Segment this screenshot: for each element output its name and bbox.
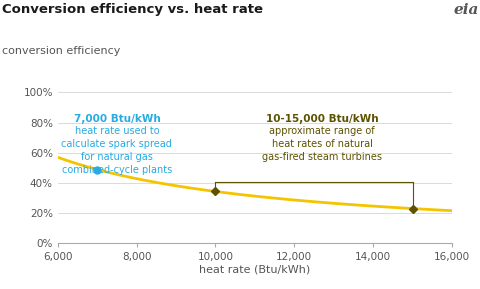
Text: heat rate used to
calculate spark spread
for natural gas
combined-cycle plants: heat rate used to calculate spark spread… [61, 126, 172, 175]
Text: Conversion efficiency vs. heat rate: Conversion efficiency vs. heat rate [2, 3, 263, 16]
Text: conversion efficiency: conversion efficiency [2, 46, 120, 56]
X-axis label: heat rate (Btu/kWh): heat rate (Btu/kWh) [199, 264, 310, 275]
Text: eia: eia [452, 3, 478, 17]
Text: 10-15,000 Btu/kWh: 10-15,000 Btu/kWh [265, 114, 377, 124]
Text: 7,000 Btu/kWh: 7,000 Btu/kWh [73, 114, 160, 124]
Text: approximate range of
heat rates of natural
gas-fired steam turbines: approximate range of heat rates of natur… [262, 126, 381, 162]
